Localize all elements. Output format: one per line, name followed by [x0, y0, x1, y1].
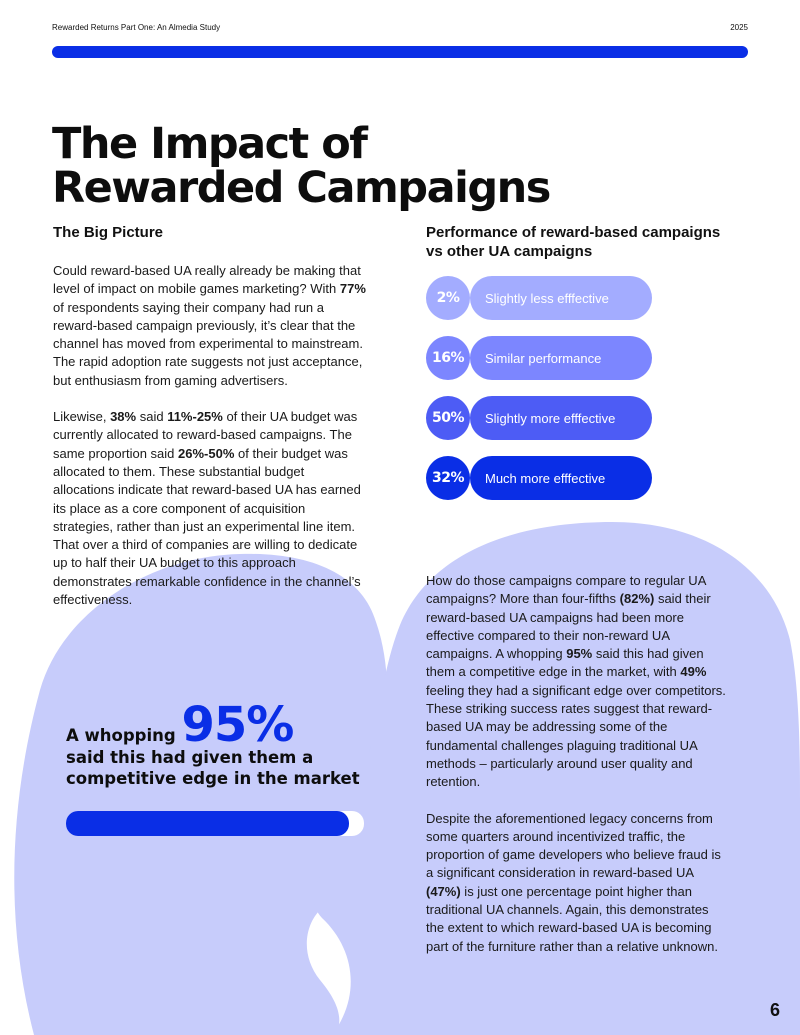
title-line-1: The Impact of [52, 119, 368, 169]
header-year: 2025 [730, 23, 748, 32]
progress-fill [66, 811, 349, 836]
chart-value-label: 16% [426, 336, 470, 380]
text-span: said [136, 409, 168, 425]
callout-big-value: 95% [181, 697, 294, 753]
chart-value-label: 50% [426, 396, 470, 440]
right-paragraph-1: How do those campaigns compare to regula… [426, 572, 726, 792]
chart-value-label: 32% [426, 456, 470, 500]
left-paragraph-2: Likewise, 38% said 11%-25% of their UA b… [53, 408, 368, 609]
callout-prefix: A whopping [66, 726, 176, 745]
title-line-2: Rewarded Campaigns [52, 163, 551, 213]
page-number: 6 [769, 1000, 780, 1020]
header-doc-title: Rewarded Returns Part One: An Almedia St… [52, 23, 221, 32]
left-body-text: Could reward-based UA really already be … [53, 262, 368, 627]
stat-47: (47%) [426, 883, 461, 899]
text-span: Likewise, [53, 409, 111, 425]
page-title: The Impact of Rewarded Campaigns [52, 122, 672, 210]
text-span: feeling they had a significant edge over… [426, 682, 726, 790]
text-span: said this had given them a competitive e… [426, 646, 704, 680]
text-span: How do those campaigns compare to regula… [426, 573, 706, 607]
stat-11-25: 11%-25% [167, 409, 223, 425]
right-body-text: How do those campaigns compare to regula… [426, 572, 726, 974]
chart-bar-label: Slightly more efffective [470, 396, 652, 440]
section-subheading: The Big Picture [53, 224, 164, 241]
text-span: of their budget was allocated to them. T… [53, 445, 361, 608]
chart-row: Slightly more efffective 50% [426, 396, 652, 440]
text-span: said their reward-based UA campaigns had… [426, 591, 711, 662]
stat-49: 49% [680, 664, 707, 680]
chart-bar-label: Much more efffective [470, 456, 652, 500]
chart-row: Similar performance 16% [426, 336, 652, 380]
chart-row: Much more efffective 32% [426, 456, 652, 500]
callout-line-3: competitive edge in the market [66, 769, 360, 788]
stat-82: (82%) [619, 591, 655, 607]
chart-bar-label: Similar performance [470, 336, 652, 380]
chart-title: Performance of reward-based campaigns vs… [426, 224, 721, 260]
text-span: Could reward-based UA really already be … [53, 263, 361, 297]
left-paragraph-1: Could reward-based UA really already be … [53, 262, 368, 390]
callout-line-2: said this had given them a [66, 748, 314, 767]
blob-path [14, 553, 388, 1035]
text-span: is just one percentage point higher than… [426, 883, 718, 954]
callout-line-1: A whopping 95% [66, 701, 386, 749]
stat-26-50: 26%-50% [178, 445, 235, 461]
stat-38: 38% [110, 409, 137, 425]
chart-row: Slightly less efffective 2% [426, 276, 652, 320]
stat-77: 77% [339, 281, 366, 297]
text-span: of respondents saying their company had … [53, 299, 363, 388]
text-span: Despite the aforementioned legacy concer… [426, 810, 721, 881]
right-paragraph-2: Despite the aforementioned legacy concer… [426, 810, 726, 956]
stat-95: 95% [566, 646, 593, 662]
callout-quote: A whopping 95% said this had given them … [66, 701, 386, 789]
text-span: of their UA budget was currently allocat… [53, 409, 358, 461]
blob-path-right [314, 522, 800, 1035]
chart-value-label: 2% [426, 276, 470, 320]
chart-bar-label: Slightly less efffective [470, 276, 652, 320]
header-accent-bar [52, 46, 748, 58]
